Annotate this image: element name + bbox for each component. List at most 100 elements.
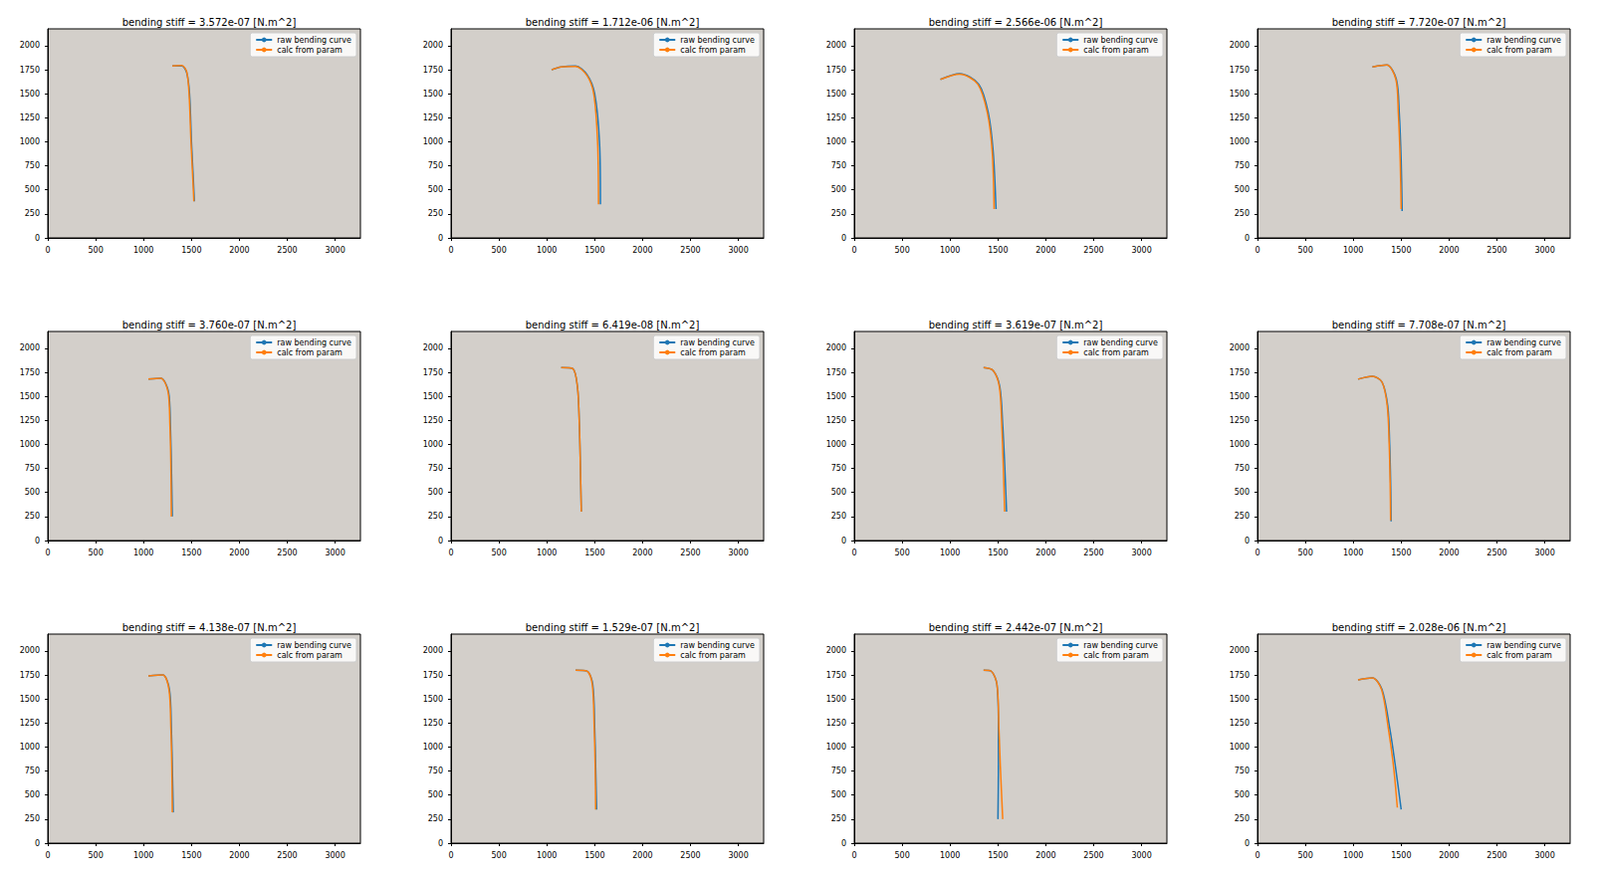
svg-text:raw bending curve: raw bending curve: [680, 35, 755, 45]
svg-text:250: 250: [428, 814, 444, 824]
svg-text:250: 250: [1234, 511, 1250, 521]
svg-text:0: 0: [34, 839, 40, 849]
svg-text:raw bending curve: raw bending curve: [276, 338, 352, 348]
svg-text:500: 500: [1297, 851, 1313, 861]
svg-text:750: 750: [831, 766, 847, 776]
svg-text:500: 500: [894, 851, 910, 861]
svg-text:1000: 1000: [536, 245, 557, 255]
svg-text:500: 500: [490, 548, 506, 558]
svg-text:3000: 3000: [1534, 245, 1555, 255]
svg-text:1750: 1750: [423, 65, 444, 75]
svg-text:1750: 1750: [19, 671, 40, 681]
svg-text:1000: 1000: [536, 548, 557, 558]
svg-text:0: 0: [1254, 548, 1260, 558]
svg-text:calc from param: calc from param: [680, 45, 746, 55]
svg-text:raw bending curve: raw bending curve: [1083, 338, 1158, 348]
svg-text:1500: 1500: [19, 694, 40, 704]
svg-text:bending stiff = 1.529e-07 [N.m: bending stiff = 1.529e-07 [N.m^2]: [525, 622, 700, 634]
svg-text:0: 0: [448, 548, 454, 558]
svg-text:3000: 3000: [1534, 851, 1555, 861]
svg-text:500: 500: [87, 548, 103, 558]
svg-text:1500: 1500: [181, 245, 202, 255]
svg-text:1000: 1000: [19, 440, 40, 450]
svg-text:2000: 2000: [228, 245, 249, 255]
svg-text:500: 500: [1234, 185, 1250, 195]
svg-text:1000: 1000: [939, 548, 960, 558]
svg-text:2500: 2500: [276, 548, 297, 558]
svg-text:1750: 1750: [1229, 368, 1250, 378]
svg-text:2000: 2000: [1229, 646, 1250, 656]
svg-text:500: 500: [24, 487, 40, 497]
svg-text:bending stiff = 7.720e-07 [N.m: bending stiff = 7.720e-07 [N.m^2]: [1332, 16, 1507, 28]
svg-text:500: 500: [490, 245, 506, 255]
svg-text:1250: 1250: [19, 416, 40, 426]
svg-text:3000: 3000: [1131, 245, 1151, 255]
svg-text:750: 750: [1234, 161, 1250, 171]
svg-text:0: 0: [1244, 536, 1250, 546]
svg-text:2000: 2000: [423, 40, 444, 50]
svg-text:1000: 1000: [423, 137, 444, 147]
svg-text:raw bending curve: raw bending curve: [680, 338, 755, 348]
svg-text:1500: 1500: [826, 392, 847, 402]
svg-text:0: 0: [851, 548, 857, 558]
svg-text:1750: 1750: [423, 368, 444, 378]
svg-text:2000: 2000: [1035, 851, 1056, 861]
svg-text:1750: 1750: [826, 368, 847, 378]
svg-text:3000: 3000: [1131, 548, 1151, 558]
svg-text:2000: 2000: [826, 646, 847, 656]
svg-text:1250: 1250: [423, 113, 444, 123]
svg-text:2000: 2000: [1438, 851, 1459, 861]
svg-text:raw bending curve: raw bending curve: [1486, 641, 1562, 651]
svg-text:0: 0: [851, 851, 857, 861]
svg-text:1750: 1750: [1229, 65, 1250, 75]
svg-text:3000: 3000: [727, 548, 748, 558]
svg-text:500: 500: [1297, 548, 1313, 558]
svg-text:1250: 1250: [826, 113, 847, 123]
svg-text:1000: 1000: [1343, 851, 1364, 861]
svg-text:1250: 1250: [1229, 718, 1250, 728]
svg-text:500: 500: [831, 790, 847, 800]
svg-text:0: 0: [841, 536, 847, 546]
svg-text:1500: 1500: [19, 392, 40, 402]
svg-text:750: 750: [1234, 463, 1250, 473]
svg-text:1500: 1500: [826, 694, 847, 704]
svg-text:2000: 2000: [632, 851, 653, 861]
svg-text:bending stiff = 2.028e-06 [N.m: bending stiff = 2.028e-06 [N.m^2]: [1332, 622, 1507, 634]
svg-text:2000: 2000: [1229, 343, 1250, 353]
svg-text:0: 0: [44, 245, 50, 255]
svg-text:500: 500: [24, 185, 40, 195]
svg-text:2000: 2000: [1229, 40, 1250, 50]
svg-text:2000: 2000: [632, 245, 653, 255]
svg-text:1000: 1000: [826, 742, 847, 752]
svg-text:250: 250: [428, 209, 444, 219]
svg-text:1000: 1000: [423, 440, 444, 450]
svg-text:0: 0: [34, 233, 40, 243]
svg-text:calc from param: calc from param: [1083, 651, 1149, 661]
svg-text:0: 0: [438, 233, 444, 243]
svg-text:calc from param: calc from param: [1486, 348, 1553, 358]
svg-text:2000: 2000: [1438, 548, 1459, 558]
svg-text:1000: 1000: [1343, 548, 1364, 558]
svg-text:1250: 1250: [423, 718, 444, 728]
svg-text:500: 500: [428, 487, 444, 497]
svg-text:1500: 1500: [1390, 851, 1411, 861]
svg-text:0: 0: [1244, 839, 1250, 849]
svg-text:0: 0: [448, 851, 454, 861]
svg-text:1250: 1250: [1229, 416, 1250, 426]
svg-text:calc from param: calc from param: [1486, 45, 1553, 55]
svg-text:0: 0: [438, 536, 444, 546]
svg-text:1250: 1250: [826, 416, 847, 426]
svg-text:750: 750: [24, 766, 40, 776]
svg-text:500: 500: [24, 790, 40, 800]
svg-text:2500: 2500: [1083, 245, 1104, 255]
svg-text:2000: 2000: [19, 40, 40, 50]
svg-text:2500: 2500: [1486, 245, 1507, 255]
svg-text:3000: 3000: [727, 245, 748, 255]
svg-text:0: 0: [1254, 245, 1260, 255]
svg-text:2000: 2000: [1035, 548, 1056, 558]
svg-text:0: 0: [44, 851, 50, 861]
svg-text:2000: 2000: [228, 851, 249, 861]
svg-text:250: 250: [428, 511, 444, 521]
svg-text:1750: 1750: [826, 65, 847, 75]
svg-text:calc from param: calc from param: [276, 348, 343, 358]
